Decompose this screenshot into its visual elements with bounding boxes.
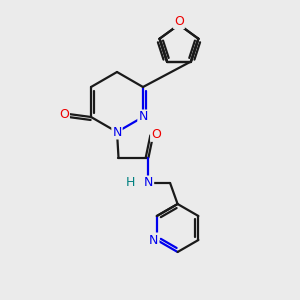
Text: N: N [138, 110, 148, 124]
Text: N: N [144, 176, 153, 190]
Text: H: H [126, 176, 135, 190]
Text: O: O [59, 107, 69, 121]
Text: N: N [112, 125, 122, 139]
Text: O: O [174, 15, 184, 28]
Text: N: N [149, 233, 158, 247]
Text: O: O [151, 128, 161, 141]
